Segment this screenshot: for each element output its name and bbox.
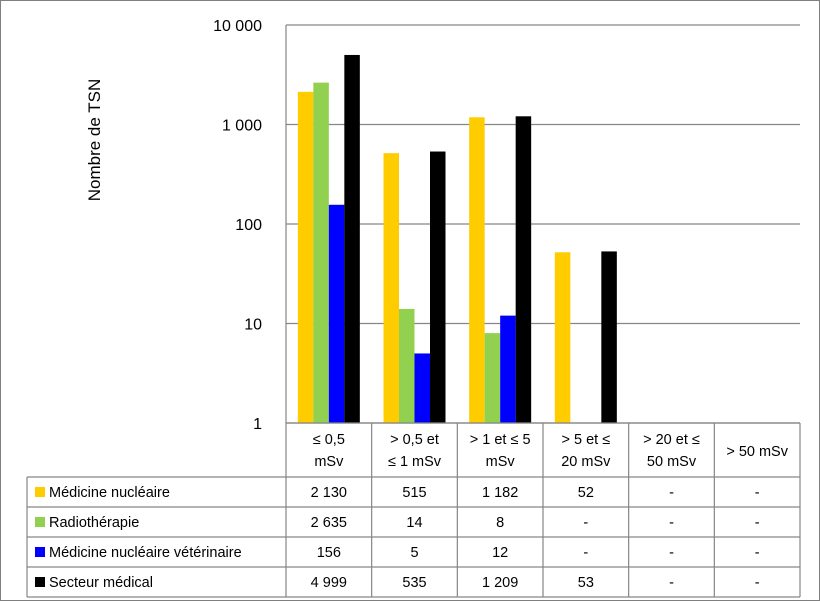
bar [601, 251, 617, 423]
y-axis-label: Nombre de TSN [85, 79, 104, 202]
data-label: 5 [410, 545, 418, 561]
bar [399, 308, 415, 423]
y-tick-label: 100 [235, 217, 262, 234]
data-label: 1 182 [482, 485, 518, 501]
data-label: 515 [402, 485, 426, 501]
bar [414, 353, 430, 423]
data-label: - [669, 575, 674, 591]
data-label: - [755, 485, 760, 501]
data-label: 2 130 [311, 485, 347, 501]
bar [515, 116, 532, 423]
bar [554, 252, 571, 423]
data-label: - [583, 515, 588, 531]
data-label: 14 [406, 515, 422, 531]
category-label: ≤ 0,5 mSv [313, 432, 345, 470]
legend-series-name: Médicine nucléaire vétérinaire [49, 545, 242, 561]
data-label: - [755, 545, 760, 561]
data-label: - [669, 485, 674, 501]
legend-series-name: Médicine nucléaire [49, 485, 170, 501]
data-label: 2 635 [311, 515, 347, 531]
data-label: - [755, 575, 760, 591]
legend-key [35, 577, 45, 587]
category-label: > 20 et ≤50 mSv [643, 432, 700, 470]
legend-key [35, 517, 45, 527]
bars [297, 54, 617, 424]
category-label: > 5 et ≤20 mSv [561, 432, 611, 470]
bar [297, 91, 314, 423]
data-label: 1 209 [482, 575, 518, 591]
data-table: ≤ 0,5 mSv > 0,5 et ≤ 1 mSv > 1 et ≤ 5 mSv > 5 … [26, 422, 801, 598]
y-tick-label: 1 000 [222, 118, 262, 135]
category-label: > 1 et ≤ 5 mSv [470, 432, 531, 470]
category-label: > 0,5 et ≤ 1 mSv [388, 432, 442, 470]
bar [500, 315, 516, 423]
legend-series-name: Radiothérapie [49, 515, 139, 531]
data-label: 156 [317, 545, 341, 561]
bar [469, 117, 485, 423]
data-label: 4 999 [311, 575, 347, 591]
data-label: 8 [496, 515, 504, 531]
bar [328, 204, 345, 423]
y-tick-label: 1 [253, 416, 262, 433]
data-label: - [669, 545, 674, 561]
bar [313, 82, 329, 424]
category-label: > 50 mSv [726, 444, 788, 460]
gridlines [285, 24, 800, 424]
data-label: 12 [492, 545, 508, 561]
data-label: 52 [578, 485, 594, 501]
legend-key [35, 487, 45, 497]
data-label: - [583, 545, 588, 561]
data-label: 535 [402, 575, 426, 591]
y-tick-labels: 1 10 100 1 000 10 000 [213, 18, 262, 433]
legend-key [35, 547, 45, 557]
bar [430, 151, 446, 423]
y-tick-label: 10 000 [213, 18, 262, 35]
data-label: - [755, 515, 760, 531]
bar [344, 54, 360, 424]
bar [383, 153, 399, 424]
data-label: 53 [578, 575, 594, 591]
bar [484, 333, 501, 423]
data-label: - [669, 515, 674, 531]
y-tick-label: 10 [244, 317, 262, 334]
legend-series-name: Secteur médical [49, 575, 153, 591]
